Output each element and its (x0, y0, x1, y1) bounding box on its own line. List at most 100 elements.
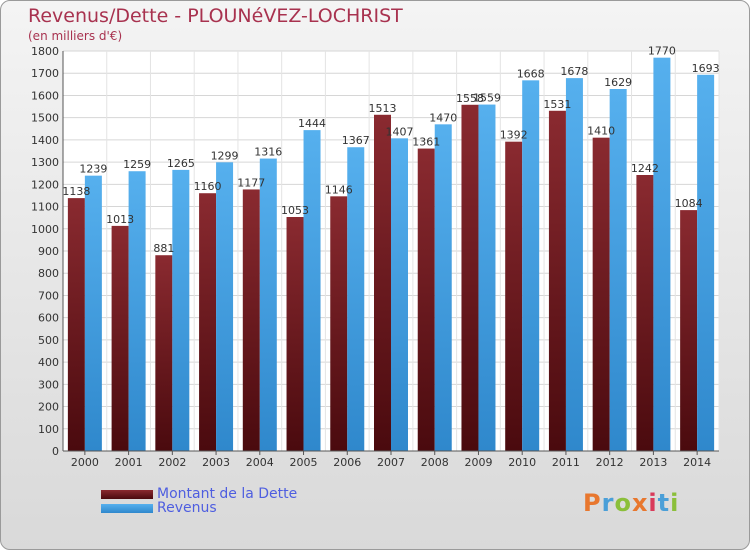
bar-revenus (522, 80, 540, 451)
bar-dette (636, 175, 654, 451)
x-tick-label: 2006 (333, 456, 361, 469)
bar-dette (548, 110, 566, 452)
legend-swatch-revenus (101, 503, 153, 513)
bar-dette (374, 114, 391, 452)
bar-dette (461, 104, 479, 452)
x-tick-label: 2000 (71, 456, 99, 469)
bar-revenus (347, 147, 365, 451)
chart-subtitle: (en milliers d'€) (28, 29, 123, 43)
data-label-dette: 1242 (631, 162, 659, 175)
data-label-revenus: 1470 (429, 111, 457, 124)
bar-revenus (303, 130, 321, 451)
bar-revenus (172, 169, 190, 451)
legend-swatch-dette (101, 489, 153, 499)
logo-letter: t (657, 489, 671, 517)
bar-dette (199, 193, 217, 451)
x-tick-label: 2003 (202, 456, 230, 469)
data-label-dette: 1084 (675, 197, 703, 210)
y-tick-label: 500 (38, 334, 59, 347)
bar-dette (680, 210, 698, 451)
data-label-revenus: 1444 (298, 117, 326, 130)
logo-letter: i (648, 489, 658, 517)
data-label-revenus: 1629 (604, 76, 632, 89)
data-label-revenus: 1316 (254, 146, 282, 159)
bar-revenus (84, 175, 102, 451)
data-label-revenus: 1678 (560, 65, 588, 78)
logo-letter: o (614, 489, 632, 517)
legend-label-dette: Montant de la Dette (157, 486, 298, 502)
data-label-dette: 1160 (194, 180, 222, 193)
data-label-revenus: 1693 (692, 62, 720, 75)
data-label-revenus: 1259 (123, 158, 151, 171)
y-tick-label: 100 (38, 423, 59, 436)
y-tick-label: 300 (38, 378, 59, 391)
y-tick-label: 200 (38, 401, 59, 414)
bar-dette (592, 137, 610, 451)
bar-revenus (565, 78, 583, 451)
bar-revenus (434, 124, 452, 451)
bar-dette (505, 141, 523, 451)
bar-revenus (609, 89, 627, 451)
x-tick-label: 2008 (421, 456, 449, 469)
x-tick-label: 2014 (683, 456, 711, 469)
bar-dette (286, 217, 304, 451)
x-tick-label: 2007 (377, 456, 405, 469)
proxiti-logo: Proxiti (583, 489, 679, 517)
y-tick-label: 1200 (31, 178, 59, 191)
y-tick-label: 1600 (31, 89, 59, 102)
data-label-dette: 1146 (325, 183, 353, 196)
bar-dette (330, 196, 348, 451)
y-tick-label: 600 (38, 312, 59, 325)
bar-revenus (128, 171, 146, 451)
x-tick-label: 2002 (158, 456, 186, 469)
y-tick-label: 0 (52, 445, 59, 458)
data-label-revenus: 1299 (211, 149, 239, 162)
x-tick-label: 2005 (290, 456, 318, 469)
bar-dette (67, 198, 85, 451)
y-tick-label: 700 (38, 289, 59, 302)
bar-revenus (391, 138, 408, 452)
y-tick-label: 1100 (31, 201, 59, 214)
data-label-dette: 1531 (543, 98, 571, 111)
legend-label-revenus: Revenus (157, 500, 217, 516)
y-tick-label: 900 (38, 245, 59, 258)
bar-dette (111, 225, 129, 451)
x-tick-label: 2001 (115, 456, 143, 469)
data-label-revenus: 1265 (167, 157, 195, 170)
x-tick-label: 2011 (552, 456, 580, 469)
bar-dette (155, 255, 173, 451)
x-tick-label: 2004 (246, 456, 274, 469)
data-label-revenus: 1770 (648, 45, 676, 58)
logo-letter: x (631, 489, 649, 517)
data-label-dette: 1177 (237, 176, 265, 189)
y-tick-label: 1800 (31, 45, 59, 58)
data-label-revenus: 1239 (79, 163, 107, 176)
data-label-dette: 1013 (106, 213, 134, 226)
data-label-dette: 1138 (62, 185, 90, 198)
y-tick-label: 1700 (31, 67, 59, 80)
x-tick-label: 2010 (508, 456, 536, 469)
data-label-dette: 1053 (281, 204, 309, 217)
data-label-dette: 1513 (369, 102, 397, 115)
data-label-dette: 1410 (587, 125, 615, 138)
legend-item-revenus: Revenus (101, 501, 297, 515)
y-tick-label: 400 (38, 356, 59, 369)
y-tick-label: 1400 (31, 134, 59, 147)
x-tick-label: 2009 (464, 456, 492, 469)
y-tick-label: 1000 (31, 223, 59, 236)
data-label-dette: 1392 (500, 129, 528, 142)
data-label-dette: 1558 (456, 92, 484, 105)
bar-revenus (478, 104, 496, 452)
x-tick-label: 2012 (596, 456, 624, 469)
logo-letter: r (601, 489, 615, 517)
data-label-revenus: 1407 (386, 125, 414, 138)
data-label-revenus: 1668 (517, 67, 545, 80)
data-label-revenus: 1559 (473, 92, 501, 105)
bar-dette (417, 148, 435, 452)
bar-revenus (216, 162, 234, 452)
logo-letter: P (583, 489, 602, 517)
bar-revenus (259, 158, 277, 452)
y-tick-label: 1500 (31, 112, 59, 125)
data-label-dette: 1361 (412, 136, 440, 149)
